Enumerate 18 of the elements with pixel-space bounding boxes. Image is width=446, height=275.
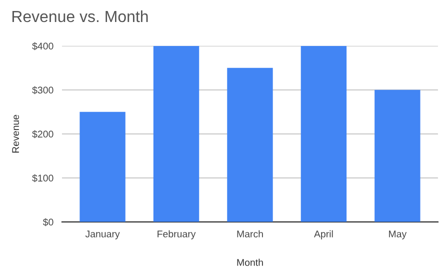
y-tick-label: $100 bbox=[32, 174, 54, 182]
bar bbox=[80, 112, 126, 222]
bar bbox=[227, 68, 273, 222]
y-tick-label: $0 bbox=[42, 218, 54, 226]
bar bbox=[300, 46, 347, 222]
x-axis-title: Month bbox=[237, 258, 263, 266]
x-tick-label: May bbox=[389, 230, 407, 240]
x-tick-label: April bbox=[314, 230, 333, 240]
x-tick-label: February bbox=[158, 230, 196, 240]
bar bbox=[374, 90, 420, 222]
y-tick-label: $300 bbox=[32, 86, 54, 94]
y-axis-title: Revenue bbox=[12, 114, 19, 153]
chart-title: Revenue vs. Month bbox=[12, 10, 148, 22]
y-tick-label: $200 bbox=[32, 130, 54, 138]
y-tick-label: $400 bbox=[32, 42, 54, 50]
x-tick-label: January bbox=[85, 230, 120, 240]
bar bbox=[153, 46, 200, 222]
x-tick-label: March bbox=[237, 230, 263, 238]
